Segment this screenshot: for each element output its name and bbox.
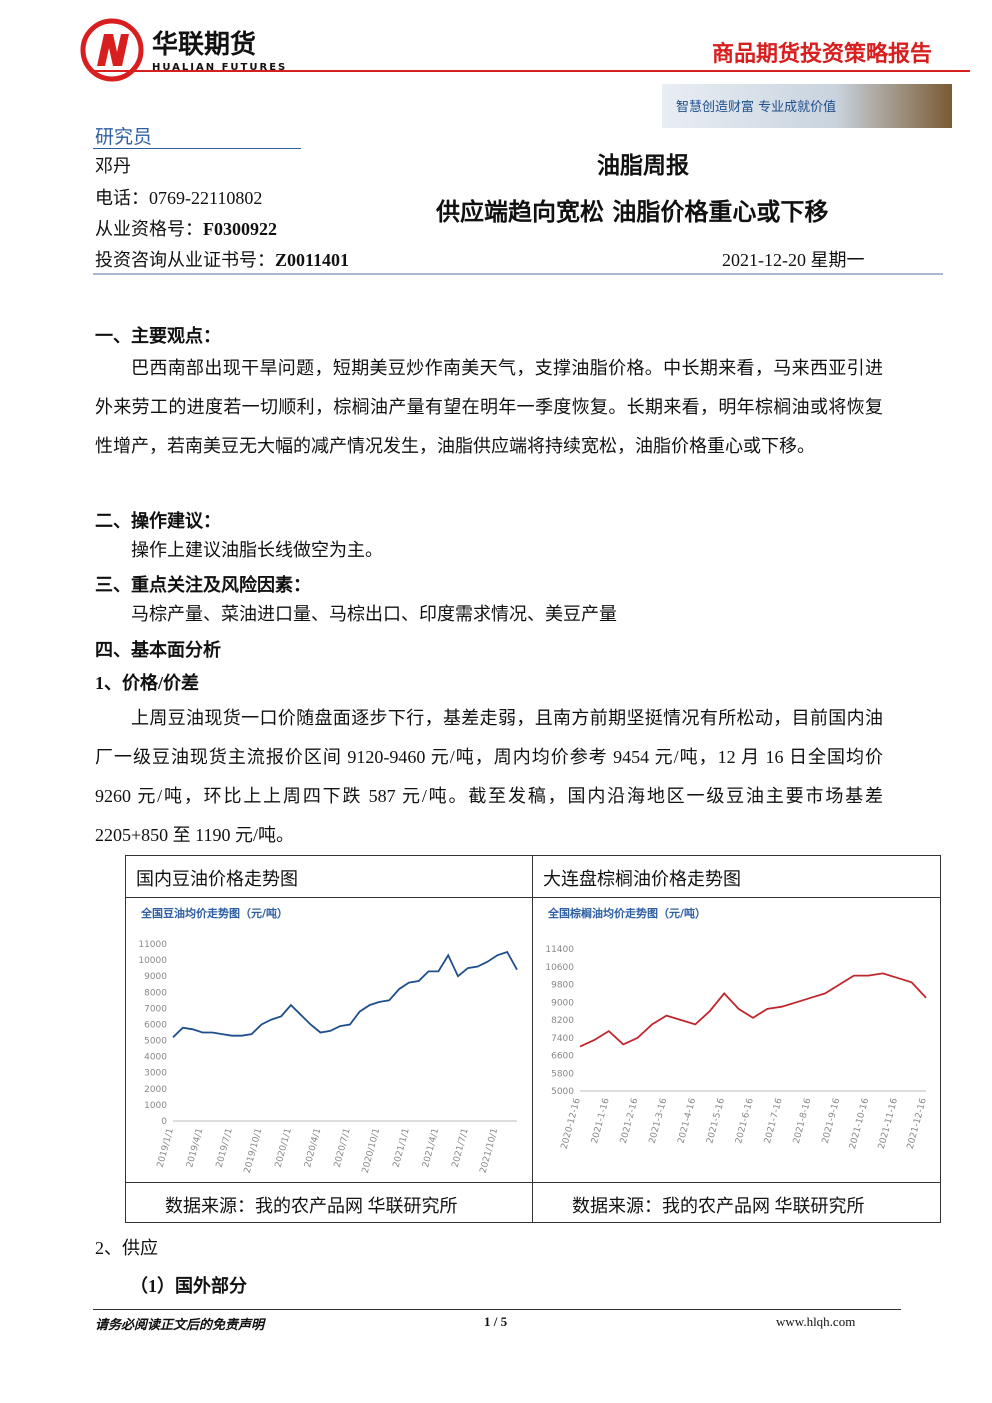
chart-title: 全国棕榈油均价走势图（元/吨） [547, 906, 706, 920]
heading: 四、基本面分析 [95, 640, 221, 660]
label: 投资咨询从业证书号： [95, 250, 275, 270]
report-type: 商品期货投资策略报告 [712, 42, 933, 67]
chart: 全国棕榈油均价走势图（元/吨） 5000 5800 6600 7400 8200 9000 9… [545, 906, 929, 1150]
x-tick-label: 2021-2-16 [619, 1097, 641, 1145]
y-tick-label: 7400 [551, 1034, 574, 1044]
x-tick-label: 2020/1/1 [274, 1127, 294, 1169]
chart-title: 全国豆油均价走势图（元/吨） [140, 906, 288, 920]
x-tick-label: 2021-7-16 [763, 1097, 785, 1145]
y-tick-label: 6600 [551, 1052, 574, 1062]
x-tick-label: 2021-4-16 [677, 1097, 699, 1145]
x-tick-label: 2019/7/1 [215, 1127, 235, 1169]
heading: 1、价格/价差 [95, 673, 200, 693]
analyst-heading: 研究员 [95, 127, 153, 148]
disclaimer: 请务必阅读正文后的免责声明 [95, 1317, 265, 1332]
y-tick-label: 5000 [144, 1037, 167, 1047]
report-title: 油脂周报 [597, 153, 689, 179]
company-en: HUALIAN FUTURES [152, 62, 288, 73]
price-line [579, 972, 927, 1048]
y-tick-label: 0 [161, 1117, 167, 1127]
heading: 一、主要观点： [95, 326, 221, 346]
source: 数据来源：我的农产品网 华联研究所 [572, 1196, 865, 1216]
heading: 三、重点关注及风险因素： [95, 575, 311, 595]
y-tick-label: 7000 [144, 1004, 167, 1014]
x-tick-label: 2021-5-16 [705, 1097, 727, 1145]
x-tick-label: 2021/10/1 [479, 1127, 501, 1174]
report-subtitle: 供应端趋向宽松 油脂价格重心或下移 [436, 198, 829, 226]
y-tick-label: 9800 [551, 981, 574, 991]
x-tick-label: 2020/4/1 [303, 1127, 323, 1169]
header-rule [90, 70, 970, 72]
paragraph: 操作上建议油脂长线做空为主。 [131, 540, 383, 560]
paragraph: 马棕产量、菜油进口量、马棕出口、印度需求情况、美豆产量 [131, 604, 617, 624]
x-tick-label: 2021/4/1 [421, 1127, 441, 1169]
table-header: 国内豆油价格走势图 [136, 869, 298, 889]
y-tick-label: 5000 [551, 1087, 574, 1097]
rule [125, 897, 941, 898]
x-tick-label: 2021-11-16 [877, 1097, 900, 1150]
paragraph: 巴西南部出现干旱问题，短期美豆炒作南美天气，支撑油脂价格。中长期来看，马来西亚引… [95, 358, 883, 456]
y-tick-label: 9000 [551, 998, 574, 1008]
x-tick-label: 2019/4/1 [185, 1127, 205, 1169]
site: www.hlqh.com [776, 1314, 856, 1329]
y-tick-label: 3000 [144, 1069, 167, 1079]
y-tick-label: 10000 [138, 956, 167, 966]
value: F0300922 [203, 219, 277, 239]
y-tick-label: 4000 [144, 1053, 167, 1063]
banner: 智慧创造财富 专业成就价值 [662, 84, 952, 128]
heading: 二、操作建议： [95, 511, 221, 531]
y-tick-label: 8000 [144, 988, 167, 998]
y-tick-label: 11000 [138, 940, 167, 950]
heading: 2、供应 [95, 1238, 158, 1258]
y-tick-label: 5800 [551, 1069, 574, 1079]
x-tick-label: 2021-12-16 [906, 1097, 929, 1150]
certificate: 投资咨询从业证书号：Z0011401 [95, 246, 349, 272]
y-tick-label: 10600 [545, 963, 574, 973]
company: 华联期货 [152, 30, 257, 60]
y-tick-label: 6000 [144, 1020, 167, 1030]
y-tick-label: 11400 [545, 945, 574, 955]
rule [93, 273, 943, 275]
report-date: 2021-12-20 星期一 [722, 250, 865, 270]
rule [125, 1182, 941, 1183]
logo [80, 18, 144, 82]
source: 数据来源：我的农产品网 华联研究所 [165, 1196, 458, 1216]
x-tick-label: 2019/1/1 [156, 1127, 176, 1169]
table-header: 大连盘棕榈油价格走势图 [543, 869, 741, 889]
price-line [172, 950, 518, 1038]
x-tick-label: 2021-9-16 [821, 1097, 843, 1145]
paragraph: 上周豆油现货一口价随盘面逐步下行，基差走弱，且南方前期坚挺情况有所松动，目前国内… [95, 708, 883, 845]
chart: 全国豆油均价走势图（元/吨） 0 1000 2000 3000 4000 5000 6000 7… [138, 906, 518, 1174]
x-tick-label: 2020/7/1 [333, 1127, 353, 1169]
heading: （1）国外部分 [130, 1276, 247, 1296]
rule [93, 1309, 901, 1310]
x-tick-label: 2021/1/1 [392, 1127, 412, 1169]
y-tick-label: 9000 [144, 972, 167, 982]
x-tick-label: 2021-8-16 [792, 1097, 814, 1145]
table-cell [532, 855, 941, 1223]
y-tick-label: 8200 [551, 1016, 574, 1026]
analyst-name: 邓丹 [95, 156, 131, 176]
qualification: 从业资格号：F0300922 [95, 215, 277, 241]
rule [93, 148, 301, 149]
x-tick-label: 2020-12-16 [560, 1097, 583, 1150]
x-tick-label: 2021-6-16 [734, 1097, 756, 1145]
page-number: 1 / 5 [484, 1314, 508, 1329]
value: Z0011401 [275, 250, 350, 270]
x-tick-label: 2019/10/1 [243, 1127, 265, 1174]
y-tick-label: 2000 [144, 1085, 167, 1095]
x-tick-label: 2020/10/1 [361, 1127, 383, 1174]
slogan: 智慧创造财富 专业成就价值 [676, 100, 837, 115]
y-tick-label: 1000 [144, 1101, 167, 1111]
x-tick-label: 2021-1-16 [590, 1097, 612, 1145]
x-tick-label: 2021-3-16 [648, 1097, 670, 1145]
x-tick-label: 2021-10-16 [848, 1097, 871, 1150]
label: 从业资格号： [95, 219, 203, 239]
x-tick-label: 2021/7/1 [451, 1127, 471, 1169]
phone: 电话：0769-22110802 [95, 188, 263, 208]
